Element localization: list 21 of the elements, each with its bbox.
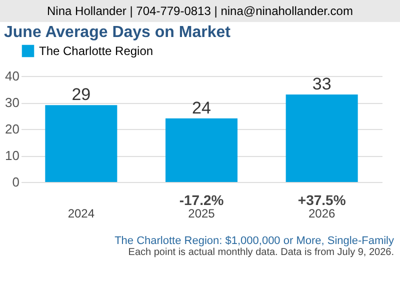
bar <box>286 94 358 182</box>
text: The Charlotte Region: $1,000,000 or More, Single-Family <box>114 235 395 247</box>
data-label: 24 <box>192 98 211 118</box>
x-tick-label: 2026 <box>308 206 336 220</box>
x-tick-label: 2024 <box>68 206 95 220</box>
text: Each point is actual monthly data. Data is from July 9, 2026. <box>127 247 395 258</box>
bar <box>45 105 118 182</box>
chart-title: June Average Days on Market <box>3 23 232 43</box>
text: -17.2% <box>179 192 224 208</box>
legend-label: The Charlotte Region <box>39 44 154 58</box>
y-tick-label: 20 <box>5 122 20 136</box>
y-tick-label: 40 <box>5 68 20 84</box>
y-tick-label: 30 <box>5 95 20 110</box>
text: +37.5% <box>298 192 346 208</box>
x-tick-label: 2025 <box>188 206 216 220</box>
text: Nina Hollander | 704-779-0813 | nina@ninahollander.com <box>0 0 400 22</box>
data-label: 33 <box>312 74 332 94</box>
y-tick-label: 0 <box>12 174 20 190</box>
bar <box>166 118 238 182</box>
data-label: 29 <box>72 85 91 104</box>
y-tick-label: 10 <box>5 148 20 163</box>
